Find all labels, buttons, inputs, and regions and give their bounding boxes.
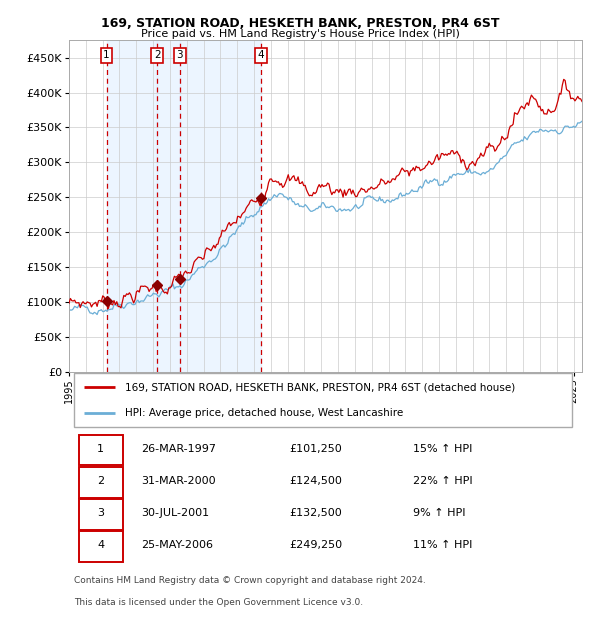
Text: 3: 3 xyxy=(176,50,183,60)
Text: £101,250: £101,250 xyxy=(290,444,343,454)
FancyBboxPatch shape xyxy=(74,373,572,427)
Text: 3: 3 xyxy=(97,508,104,518)
Text: 1: 1 xyxy=(103,50,110,60)
Text: £132,500: £132,500 xyxy=(290,508,343,518)
Bar xyxy=(107,40,157,371)
Text: Price paid vs. HM Land Registry's House Price Index (HPI): Price paid vs. HM Land Registry's House … xyxy=(140,29,460,39)
Text: 2: 2 xyxy=(97,476,104,486)
Text: 169, STATION ROAD, HESKETH BANK, PRESTON, PR4 6ST (detached house): 169, STATION ROAD, HESKETH BANK, PRESTON… xyxy=(125,382,515,392)
Text: This data is licensed under the Open Government Licence v3.0.: This data is licensed under the Open Gov… xyxy=(74,598,363,607)
Text: 22% ↑ HPI: 22% ↑ HPI xyxy=(413,476,472,486)
Text: 25-MAY-2006: 25-MAY-2006 xyxy=(141,541,213,551)
Text: 4: 4 xyxy=(97,541,104,551)
Text: 169, STATION ROAD, HESKETH BANK, PRESTON, PR4 6ST: 169, STATION ROAD, HESKETH BANK, PRESTON… xyxy=(101,17,499,30)
Text: Contains HM Land Registry data © Crown copyright and database right 2024.: Contains HM Land Registry data © Crown c… xyxy=(74,576,426,585)
Text: £124,500: £124,500 xyxy=(290,476,343,486)
FancyBboxPatch shape xyxy=(79,435,123,466)
Text: 11% ↑ HPI: 11% ↑ HPI xyxy=(413,541,472,551)
Text: 26-MAR-1997: 26-MAR-1997 xyxy=(141,444,216,454)
Text: £249,250: £249,250 xyxy=(290,541,343,551)
FancyBboxPatch shape xyxy=(79,499,123,530)
Text: HPI: Average price, detached house, West Lancashire: HPI: Average price, detached house, West… xyxy=(125,408,404,418)
Text: 4: 4 xyxy=(257,50,264,60)
FancyBboxPatch shape xyxy=(79,531,123,562)
Bar xyxy=(157,40,179,371)
Text: 15% ↑ HPI: 15% ↑ HPI xyxy=(413,444,472,454)
Text: 9% ↑ HPI: 9% ↑ HPI xyxy=(413,508,465,518)
Bar xyxy=(179,40,261,371)
Text: 2: 2 xyxy=(154,50,161,60)
Text: 30-JUL-2001: 30-JUL-2001 xyxy=(141,508,209,518)
Text: 1: 1 xyxy=(97,444,104,454)
FancyBboxPatch shape xyxy=(79,467,123,498)
Text: 31-MAR-2000: 31-MAR-2000 xyxy=(141,476,215,486)
